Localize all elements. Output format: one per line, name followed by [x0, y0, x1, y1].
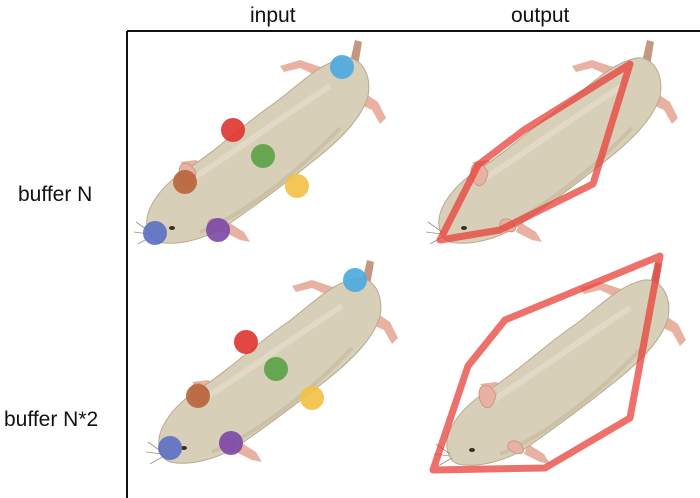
keypoint-nose: [143, 221, 167, 245]
row-label-buffer-n: buffer N: [18, 183, 93, 206]
keypoint-right-ear: [219, 431, 243, 455]
keypoint-left-side: [234, 330, 258, 354]
keypoint-right-ear: [206, 218, 230, 242]
column-header-input: input: [250, 4, 296, 27]
output-hull-buffer-n: [436, 60, 634, 244]
keypoint-left-ear: [173, 170, 197, 194]
keypoint-center: [251, 144, 275, 168]
keypoint-center: [264, 357, 288, 381]
keypoint-left-ear: [186, 384, 210, 408]
keypoint-left-side: [221, 118, 245, 142]
column-header-output: output: [511, 4, 570, 27]
output-hull-buffer-n2: [429, 252, 664, 474]
keypoint-tail-base: [343, 268, 367, 292]
keypoint-nose: [158, 436, 182, 460]
keypoint-tail-base: [330, 55, 354, 79]
keypoint-right-side: [285, 174, 309, 198]
mouse-illustration-output-top: [426, 40, 678, 244]
row-label-buffer-n2: buffer N*2: [4, 408, 99, 431]
keypoint-right-side: [300, 386, 324, 410]
